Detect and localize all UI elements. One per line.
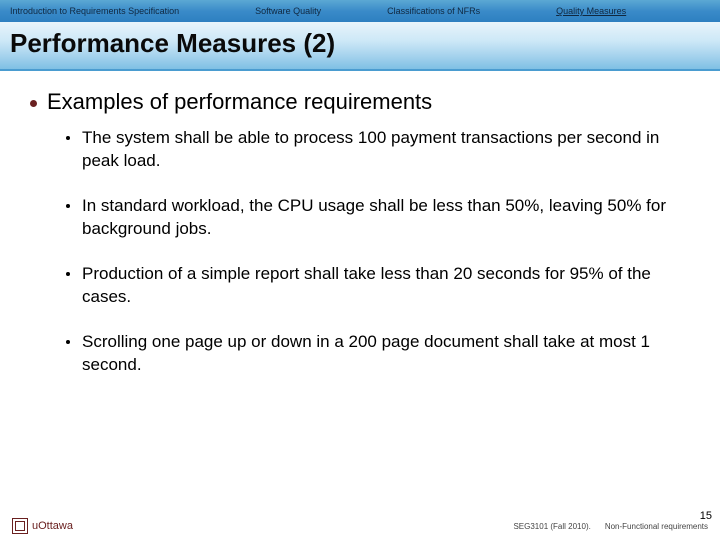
nav-item-classifications[interactable]: Classifications of NFRs bbox=[379, 6, 488, 16]
nav-item-intro[interactable]: Introduction to Requirements Specificati… bbox=[2, 6, 187, 16]
bullet-icon bbox=[66, 272, 70, 276]
list-item: In standard workload, the CPU usage shal… bbox=[66, 195, 696, 241]
bullet-icon bbox=[66, 204, 70, 208]
main-bullet-text: Examples of performance requirements bbox=[47, 89, 432, 115]
logo: uOttawa bbox=[12, 518, 73, 534]
nav-item-measures[interactable]: Quality Measures bbox=[548, 6, 634, 16]
footer-course: SEG3101 (Fall 2010). bbox=[513, 522, 590, 531]
sub-item-text: Production of a simple report shall take… bbox=[82, 263, 682, 309]
bullet-icon bbox=[30, 100, 37, 107]
slide-title: Performance Measures (2) bbox=[10, 28, 710, 59]
title-bar: Performance Measures (2) bbox=[0, 22, 720, 71]
footer: uOttawa SEG3101 (Fall 2010). Non-Functio… bbox=[0, 518, 720, 534]
list-item: The system shall be able to process 100 … bbox=[66, 127, 696, 173]
main-bullet: Examples of performance requirements bbox=[30, 89, 696, 115]
footer-topic: Non-Functional requirements bbox=[605, 522, 708, 531]
nav-bar: Introduction to Requirements Specificati… bbox=[0, 0, 720, 22]
nav-item-quality[interactable]: Software Quality bbox=[247, 6, 329, 16]
bullet-icon bbox=[66, 340, 70, 344]
list-item: Scrolling one page up or down in a 200 p… bbox=[66, 331, 696, 377]
sub-item-text: In standard workload, the CPU usage shal… bbox=[82, 195, 682, 241]
slide-content: Examples of performance requirements The… bbox=[0, 71, 720, 377]
list-item: Production of a simple report shall take… bbox=[66, 263, 696, 309]
building-icon bbox=[12, 518, 28, 534]
sub-item-text: Scrolling one page up or down in a 200 p… bbox=[82, 331, 682, 377]
logo-text: uOttawa bbox=[32, 520, 73, 532]
bullet-icon bbox=[66, 136, 70, 140]
sub-list: The system shall be able to process 100 … bbox=[66, 127, 696, 377]
footer-right: SEG3101 (Fall 2010). Non-Functional requ… bbox=[513, 522, 708, 531]
sub-item-text: The system shall be able to process 100 … bbox=[82, 127, 682, 173]
